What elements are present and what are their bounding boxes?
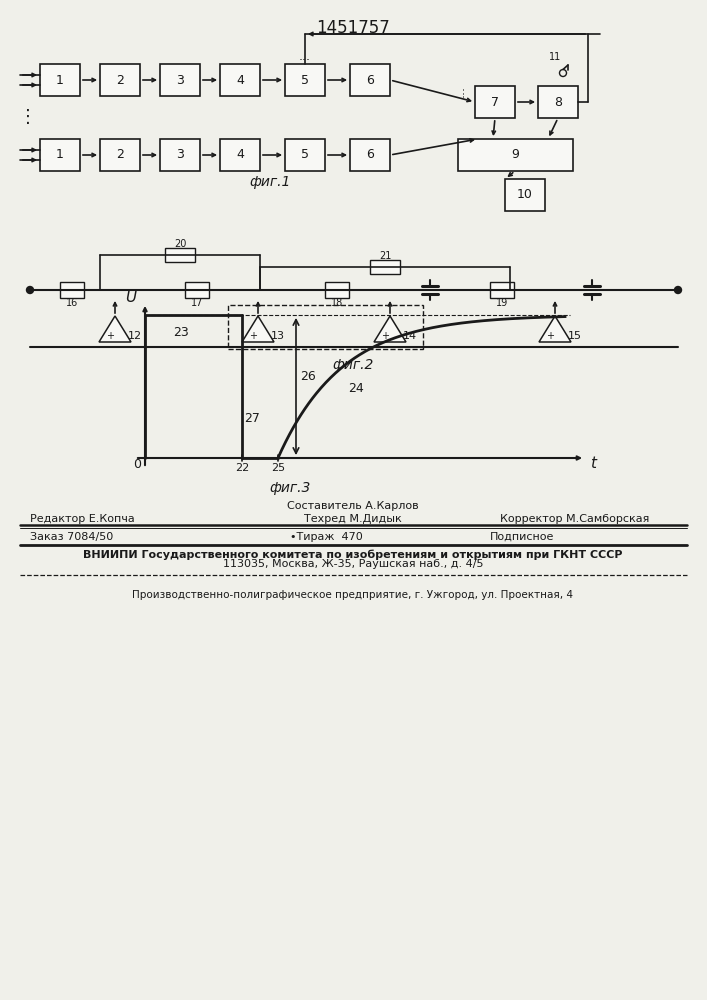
Bar bbox=[40, 64, 80, 96]
Text: 15: 15 bbox=[568, 331, 582, 341]
Bar bbox=[220, 64, 260, 96]
Text: Техред М.Дидык: Техред М.Дидык bbox=[304, 514, 402, 524]
Text: 20: 20 bbox=[174, 239, 186, 249]
Text: 6: 6 bbox=[366, 74, 374, 87]
Bar bbox=[285, 64, 325, 96]
Text: 22: 22 bbox=[235, 463, 249, 473]
Bar bbox=[538, 86, 578, 118]
Bar bbox=[325, 282, 349, 298]
Text: 18: 18 bbox=[331, 298, 343, 308]
Text: 3: 3 bbox=[176, 148, 184, 161]
Bar bbox=[458, 139, 573, 171]
Bar bbox=[475, 86, 515, 118]
Bar bbox=[160, 139, 200, 171]
Bar bbox=[185, 282, 209, 298]
Text: Подписное: Подписное bbox=[490, 532, 554, 542]
Bar bbox=[350, 139, 390, 171]
Text: 0: 0 bbox=[133, 458, 141, 472]
Text: 17: 17 bbox=[191, 298, 203, 308]
Text: 26: 26 bbox=[300, 370, 316, 383]
Text: 12: 12 bbox=[128, 331, 142, 341]
Text: 113035, Москва, Ж-35, Раушская наб., д. 4/5: 113035, Москва, Ж-35, Раушская наб., д. … bbox=[223, 559, 484, 569]
Text: 2: 2 bbox=[116, 148, 124, 161]
Polygon shape bbox=[99, 316, 131, 342]
Text: 4: 4 bbox=[236, 74, 244, 87]
Text: ...: ... bbox=[299, 50, 311, 64]
Text: Корректор М.Самборская: Корректор М.Самборская bbox=[500, 514, 649, 524]
Text: 10: 10 bbox=[517, 188, 533, 202]
Bar bbox=[40, 139, 80, 171]
Circle shape bbox=[26, 286, 33, 294]
Text: 3: 3 bbox=[176, 74, 184, 87]
Text: 2: 2 bbox=[116, 74, 124, 87]
Text: 9: 9 bbox=[512, 148, 520, 161]
Text: Составитель А.Карлов: Составитель А.Карлов bbox=[287, 501, 419, 511]
Bar bbox=[228, 305, 423, 349]
Text: 7: 7 bbox=[491, 96, 499, 108]
Polygon shape bbox=[374, 316, 406, 342]
Text: ...: ... bbox=[453, 85, 467, 97]
Bar bbox=[100, 139, 140, 171]
Text: 27: 27 bbox=[244, 412, 260, 424]
Text: t: t bbox=[590, 456, 596, 472]
Text: фиг.1: фиг.1 bbox=[250, 175, 291, 189]
Text: фиг.3: фиг.3 bbox=[269, 481, 310, 495]
Polygon shape bbox=[539, 316, 571, 342]
Text: 1: 1 bbox=[56, 74, 64, 87]
Bar bbox=[160, 64, 200, 96]
Text: 23: 23 bbox=[173, 326, 189, 340]
Text: 1451757: 1451757 bbox=[316, 19, 390, 37]
Bar bbox=[100, 64, 140, 96]
Text: 6: 6 bbox=[366, 148, 374, 161]
Text: 5: 5 bbox=[301, 74, 309, 87]
Text: +: + bbox=[546, 331, 554, 341]
Text: Редактор Е.Копча: Редактор Е.Копча bbox=[30, 514, 135, 524]
Text: •Тираж  470: •Тираж 470 bbox=[290, 532, 363, 542]
Bar bbox=[350, 64, 390, 96]
Text: +: + bbox=[106, 331, 114, 341]
Text: 11: 11 bbox=[549, 52, 561, 62]
Text: ⋮: ⋮ bbox=[19, 108, 37, 126]
Text: 25: 25 bbox=[271, 463, 285, 473]
Text: 13: 13 bbox=[271, 331, 285, 341]
Bar bbox=[490, 282, 514, 298]
Polygon shape bbox=[242, 316, 274, 342]
Text: 1: 1 bbox=[56, 148, 64, 161]
Text: +: + bbox=[381, 331, 389, 341]
Text: 8: 8 bbox=[554, 96, 562, 108]
Bar bbox=[285, 139, 325, 171]
Text: 4: 4 bbox=[236, 148, 244, 161]
Text: 19: 19 bbox=[496, 298, 508, 308]
Text: +: + bbox=[249, 331, 257, 341]
Bar bbox=[165, 248, 195, 262]
Bar bbox=[60, 282, 84, 298]
Text: U: U bbox=[125, 290, 136, 306]
Text: 21: 21 bbox=[379, 251, 391, 261]
Text: Заказ 7084/50: Заказ 7084/50 bbox=[30, 532, 113, 542]
Bar bbox=[505, 179, 545, 211]
Text: Производственно-полиграфическое предприятие, г. Ужгород, ул. Проектная, 4: Производственно-полиграфическое предприя… bbox=[132, 590, 573, 600]
Text: фиг.2: фиг.2 bbox=[332, 358, 374, 372]
Bar bbox=[220, 139, 260, 171]
Text: ВНИИПИ Государственного комитета по изобретениям и открытиям при ГКНТ СССР: ВНИИПИ Государственного комитета по изоб… bbox=[83, 550, 623, 560]
Circle shape bbox=[674, 286, 682, 294]
Text: 16: 16 bbox=[66, 298, 78, 308]
Text: 14: 14 bbox=[403, 331, 417, 341]
Text: 24: 24 bbox=[348, 381, 363, 394]
Bar bbox=[370, 260, 400, 274]
Text: 5: 5 bbox=[301, 148, 309, 161]
